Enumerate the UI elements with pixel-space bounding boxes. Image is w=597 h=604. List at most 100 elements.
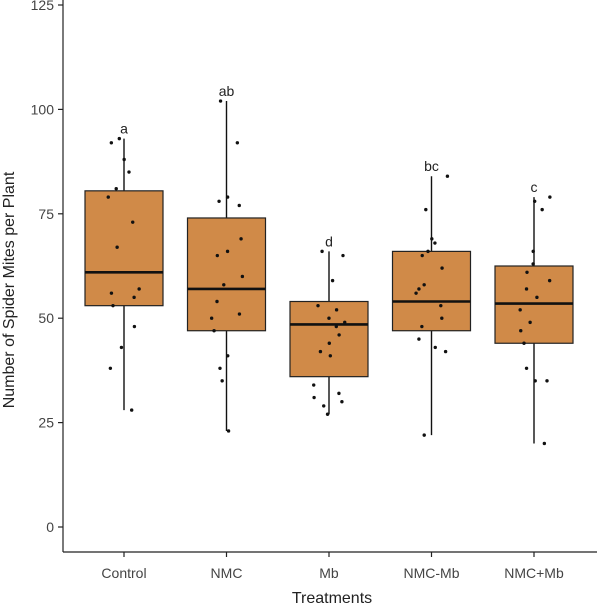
data-point bbox=[433, 345, 437, 350]
box-group: ab bbox=[186, 83, 267, 433]
data-point bbox=[420, 253, 424, 258]
data-point bbox=[325, 412, 330, 416]
data-point bbox=[334, 308, 339, 312]
data-point bbox=[111, 303, 115, 308]
data-point bbox=[109, 141, 114, 145]
data-point bbox=[439, 303, 443, 308]
y-tick-label: 100 bbox=[31, 101, 55, 117]
data-point bbox=[235, 141, 240, 145]
data-point bbox=[542, 441, 547, 446]
y-axis-title: Number of Spider Mites per Plant bbox=[1, 171, 18, 408]
data-point bbox=[215, 253, 220, 258]
data-point bbox=[226, 429, 231, 433]
data-point bbox=[225, 195, 230, 199]
y-tick-label: 125 bbox=[31, 0, 55, 13]
data-point bbox=[222, 283, 226, 287]
data-point bbox=[424, 207, 428, 212]
data-point bbox=[132, 295, 136, 300]
data-point bbox=[524, 287, 529, 291]
iqr-box bbox=[289, 300, 369, 378]
data-point bbox=[115, 245, 119, 249]
data-point bbox=[533, 379, 537, 383]
data-point bbox=[117, 136, 122, 141]
data-point bbox=[430, 237, 434, 241]
data-point bbox=[414, 291, 418, 295]
data-point bbox=[445, 174, 450, 178]
iqr-box bbox=[84, 190, 164, 307]
data-point bbox=[212, 329, 216, 333]
iqr-box bbox=[391, 250, 472, 332]
data-point bbox=[548, 195, 552, 199]
x-tick-label: NMC bbox=[211, 565, 243, 581]
data-point bbox=[524, 366, 529, 371]
significance-letter: a bbox=[120, 121, 128, 137]
data-point bbox=[312, 383, 316, 387]
y-tick-label: 50 bbox=[38, 310, 54, 326]
data-point bbox=[417, 287, 421, 291]
data-point bbox=[237, 203, 241, 208]
data-point bbox=[531, 249, 535, 254]
data-point bbox=[312, 395, 316, 400]
x-axis-title: Treatments bbox=[292, 590, 372, 604]
data-point bbox=[132, 324, 137, 329]
data-point bbox=[328, 354, 333, 358]
data-point bbox=[220, 379, 224, 383]
significance-letter: bc bbox=[424, 158, 439, 174]
data-point bbox=[226, 354, 230, 358]
data-point bbox=[531, 262, 535, 266]
data-point bbox=[327, 341, 331, 345]
y-tick-label: 75 bbox=[38, 206, 54, 222]
data-point bbox=[525, 270, 529, 274]
data-point bbox=[209, 316, 214, 320]
data-point bbox=[440, 316, 444, 320]
data-point bbox=[318, 349, 323, 354]
data-point bbox=[106, 195, 110, 199]
data-point bbox=[528, 320, 532, 325]
data-point bbox=[420, 324, 424, 329]
significance-letter: d bbox=[325, 233, 333, 249]
data-point bbox=[119, 345, 124, 350]
data-point bbox=[218, 366, 222, 371]
x-tick-label: Control bbox=[101, 565, 146, 581]
data-point bbox=[433, 241, 437, 245]
data-point bbox=[519, 329, 523, 333]
plot-area: a ab d bc c bbox=[84, 83, 574, 446]
box-group: bc bbox=[391, 158, 472, 437]
data-point bbox=[225, 249, 230, 254]
x-tick-label: NMC+Mb bbox=[504, 565, 564, 581]
data-point bbox=[440, 266, 444, 270]
data-point bbox=[129, 408, 134, 412]
data-point bbox=[108, 366, 113, 371]
data-point bbox=[239, 237, 243, 241]
data-point bbox=[322, 404, 326, 408]
data-point bbox=[218, 99, 223, 103]
data-point bbox=[522, 341, 526, 345]
data-point bbox=[426, 249, 430, 254]
data-point bbox=[330, 278, 335, 283]
data-point bbox=[337, 391, 341, 396]
box-group: a bbox=[84, 121, 164, 412]
data-point bbox=[320, 249, 324, 254]
y-tick-label: 25 bbox=[38, 415, 54, 431]
iqr-box bbox=[186, 217, 267, 332]
data-point bbox=[215, 299, 219, 304]
data-point bbox=[334, 324, 338, 329]
data-point bbox=[547, 278, 552, 283]
data-point bbox=[337, 333, 341, 337]
box-group: c bbox=[494, 179, 574, 446]
data-point bbox=[131, 220, 135, 224]
data-point bbox=[518, 308, 522, 312]
data-point bbox=[545, 379, 549, 383]
data-point bbox=[137, 287, 141, 291]
data-point bbox=[327, 316, 331, 320]
data-point bbox=[532, 199, 537, 203]
data-point bbox=[443, 349, 448, 354]
data-point bbox=[127, 170, 131, 174]
data-point bbox=[114, 187, 118, 191]
data-point bbox=[540, 207, 544, 212]
data-point bbox=[237, 312, 242, 316]
y-tick-label: 0 bbox=[46, 519, 54, 535]
box-group: d bbox=[289, 233, 369, 416]
data-point bbox=[535, 295, 539, 300]
